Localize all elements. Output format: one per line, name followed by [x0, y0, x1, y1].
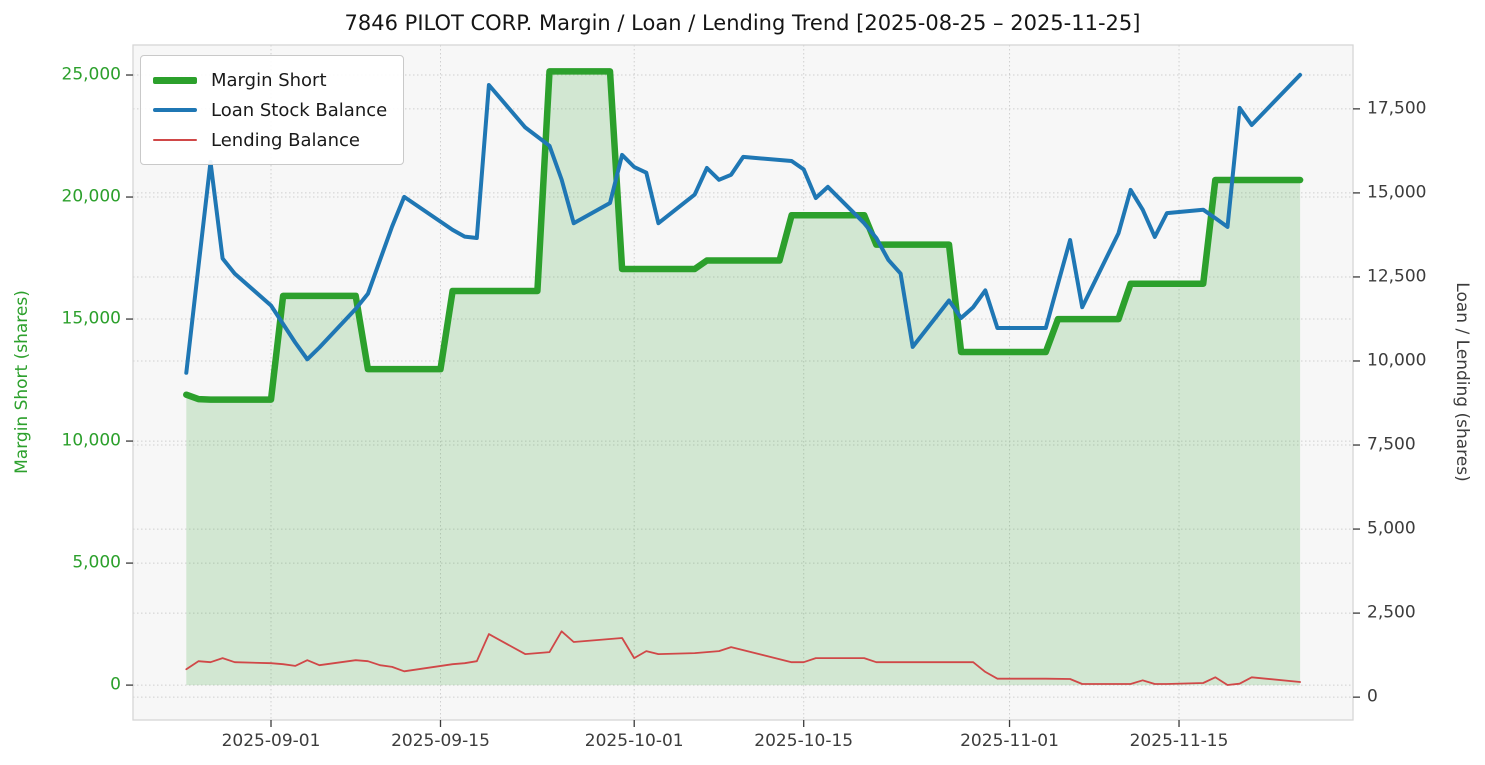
right-tick-label: 7,500 [1367, 434, 1416, 455]
legend-label: Margin Short [211, 69, 327, 91]
legend-label: Loan Stock Balance [211, 99, 388, 121]
legend-item-loan-stock: Loan Stock Balance [153, 95, 387, 125]
lending-swatch-icon [153, 139, 197, 141]
left-tick-label: 15,000 [61, 308, 121, 329]
legend-label: Lending Balance [211, 129, 360, 151]
right-tick-label: 17,500 [1367, 98, 1427, 119]
legend-item-margin-short: Margin Short [153, 65, 387, 95]
margin-short-swatch-icon [153, 76, 197, 84]
right-tick-label: 15,000 [1367, 182, 1427, 203]
left-tick-label: 25,000 [61, 64, 121, 85]
legend: Margin Short Loan Stock Balance Lending … [140, 55, 405, 165]
right-tick-label: 2,500 [1367, 602, 1416, 623]
margin-short-fill [186, 71, 1301, 686]
right-tick-label: 12,500 [1367, 266, 1427, 287]
margin-short-line [183, 68, 1304, 403]
right-axis-title: Loan / Lending (shares) [1452, 282, 1472, 482]
legend-item-lending: Lending Balance [153, 125, 387, 155]
chart-title: 7846 PILOT CORP. Margin / Loan / Lending… [344, 11, 1141, 35]
plot-border [132, 44, 1354, 721]
x-tick-label: 2025-09-01 [221, 731, 321, 751]
right-tick-label: 10,000 [1367, 350, 1427, 371]
x-tick-label: 2025-10-15 [754, 731, 854, 751]
x-tick-label: 2025-10-01 [584, 731, 684, 751]
left-tick-label: 5,000 [72, 552, 121, 573]
x-tick-label: 2025-11-01 [960, 731, 1059, 751]
left-tick-label: 10,000 [61, 430, 121, 451]
lending-balance-line [185, 630, 1301, 686]
x-tick-label: 2025-11-15 [1129, 731, 1229, 751]
x-tick-label: 2025-09-15 [391, 731, 490, 751]
left-tick-label: 20,000 [61, 186, 121, 207]
right-tick-label: 5,000 [1367, 518, 1416, 539]
left-tick-label: 0 [110, 674, 121, 695]
loan-stock-balance-line [184, 72, 1303, 375]
loan-stock-swatch-icon [153, 107, 197, 113]
right-tick-label: 0 [1367, 686, 1378, 707]
